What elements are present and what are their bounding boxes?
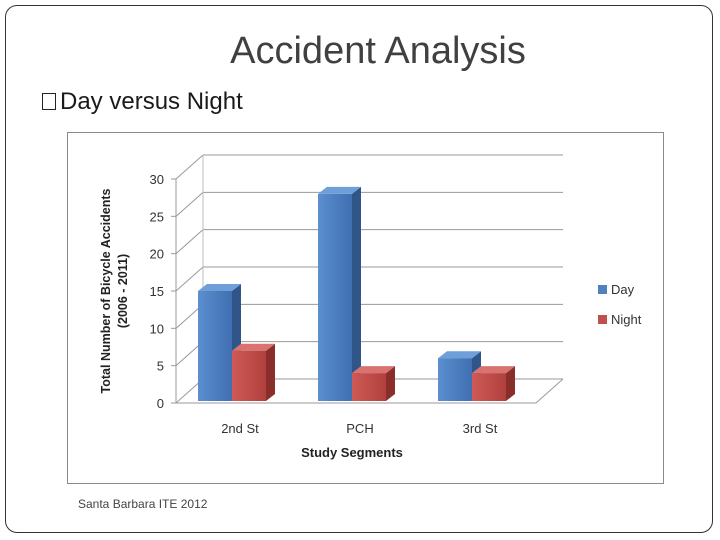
y-axis-title-line: Total Number of Bicycle Accidents bbox=[99, 189, 113, 394]
x-tick-label: PCH bbox=[346, 421, 373, 436]
bullet-item: Day versus Night bbox=[42, 88, 243, 116]
y-tick-label: 15 bbox=[150, 284, 164, 299]
legend-swatch bbox=[598, 285, 607, 294]
bar-night-3rd-st bbox=[472, 366, 515, 401]
bullet-box-icon bbox=[42, 93, 56, 110]
y-tick-label: 0 bbox=[157, 396, 164, 411]
bar-night-pch bbox=[352, 366, 395, 401]
footer-text: Santa Barbara ITE 2012 bbox=[78, 497, 208, 511]
y-tick-label: 10 bbox=[150, 321, 164, 336]
legend-swatch bbox=[598, 315, 607, 324]
y-tick-label: 25 bbox=[150, 209, 164, 224]
bar-chart: 0 5 10 15 20 25 30 2nd St PCH 3rd St Study Segment… bbox=[99, 154, 642, 460]
legend-label: Day bbox=[611, 282, 635, 297]
y-tick-label: 5 bbox=[157, 359, 164, 374]
y-tick-label: 20 bbox=[150, 247, 164, 262]
chart-legend: Day Night bbox=[598, 282, 642, 327]
legend-label: Night bbox=[611, 312, 642, 327]
y-tick-label: 30 bbox=[150, 172, 164, 187]
x-tick-label: 3rd St bbox=[463, 421, 498, 436]
slide-title: Accident Analysis bbox=[230, 30, 526, 72]
bar-day-pch bbox=[318, 186, 361, 401]
chart-bars bbox=[198, 186, 515, 401]
bar-night-2nd-st bbox=[232, 343, 275, 401]
y-axis-title-line: (2006 - 2011) bbox=[116, 254, 130, 328]
chart-labels: 0 5 10 15 20 25 30 2nd St PCH 3rd St Study Segment… bbox=[99, 172, 498, 460]
chart-container: 0 5 10 15 20 25 30 2nd St PCH 3rd St Study Segment… bbox=[67, 132, 664, 484]
bullet-text: Day versus Night bbox=[60, 88, 243, 115]
x-tick-label: 2nd St bbox=[221, 421, 259, 436]
x-axis-title: Study Segments bbox=[301, 445, 403, 460]
